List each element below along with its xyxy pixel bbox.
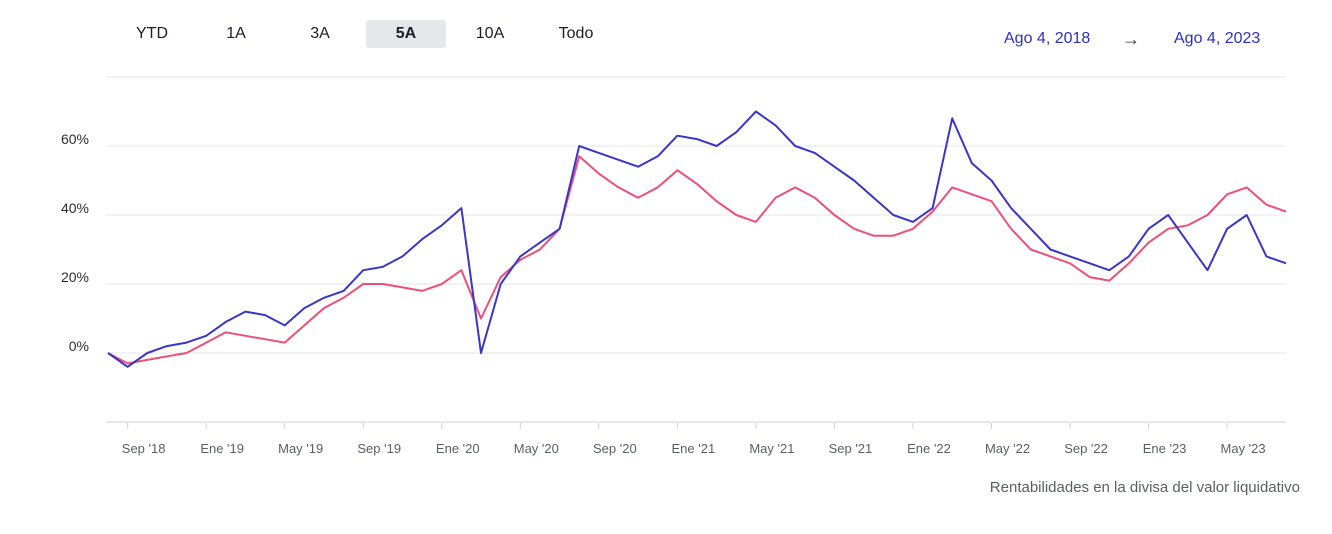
x-tick-label: May '22 bbox=[985, 441, 1030, 456]
x-tick-label: Ene '23 bbox=[1143, 441, 1187, 456]
x-tick-label: Sep '22 bbox=[1064, 441, 1108, 456]
x-tick-label: May '20 bbox=[514, 441, 559, 456]
x-tick-label: Ene '21 bbox=[672, 441, 716, 456]
series-line-pink bbox=[107, 155, 1287, 365]
y-tick-label: 20% bbox=[61, 269, 89, 285]
x-tick-label: May '21 bbox=[749, 441, 794, 456]
series-line-blue bbox=[107, 110, 1287, 368]
x-tick-label: Sep '18 bbox=[122, 441, 166, 456]
x-axis: Sep '18 Ene '19 May '19 Sep '19 Ene '20 May '… bbox=[122, 423, 1266, 456]
x-tick-label: Sep '21 bbox=[829, 441, 873, 456]
y-tick-label: 60% bbox=[61, 131, 89, 147]
end-date-link[interactable]: Ago 4, 2023 bbox=[1174, 30, 1261, 47]
arrow-right-icon: → bbox=[1122, 29, 1140, 49]
returns-footnote: Rentabilidades en la divisa del valor li… bbox=[989, 479, 1300, 496]
chart-series bbox=[107, 110, 1287, 368]
y-axis: 0% 20% 40% 60% bbox=[61, 131, 89, 354]
y-tick-label: 0% bbox=[69, 338, 89, 354]
x-tick-label: May '19 bbox=[278, 441, 323, 456]
tab-ytd[interactable]: YTD bbox=[136, 25, 168, 42]
tab-10a[interactable]: 10A bbox=[475, 25, 505, 42]
x-tick-label: May '23 bbox=[1221, 441, 1266, 456]
x-tick-label: Sep '19 bbox=[357, 441, 401, 456]
chart-grid bbox=[106, 76, 1286, 423]
tab-todo[interactable]: Todo bbox=[558, 25, 594, 42]
tab-1a[interactable]: 1A bbox=[226, 25, 246, 42]
tab-3a[interactable]: 3A bbox=[310, 25, 330, 42]
start-date-link[interactable]: Ago 4, 2018 bbox=[1004, 30, 1091, 47]
tab-5a[interactable]: 5A bbox=[366, 20, 446, 48]
x-tick-label: Ene '22 bbox=[907, 441, 951, 456]
y-tick-label: 40% bbox=[61, 200, 89, 216]
x-tick-label: Sep '20 bbox=[593, 441, 637, 456]
date-range: Ago 4, 2018 → Ago 4, 2023 bbox=[1004, 29, 1284, 52]
x-tick-label: Ene '20 bbox=[436, 441, 480, 456]
x-tick-label: Ene '19 bbox=[200, 441, 244, 456]
